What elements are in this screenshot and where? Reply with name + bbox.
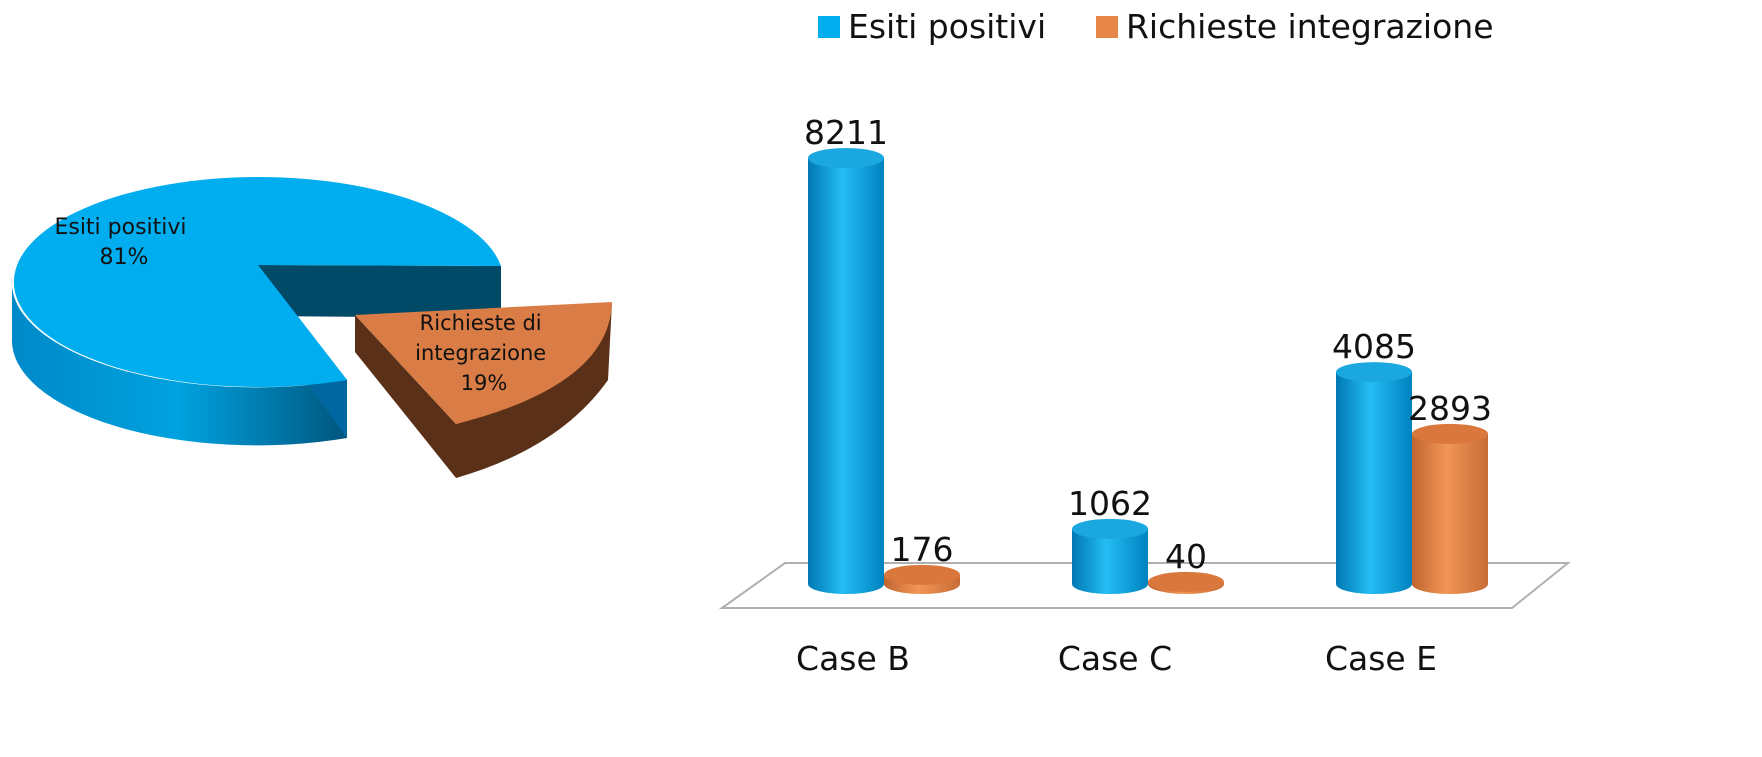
bar-chart: Esiti positivi Richieste integrazione 82…: [718, 7, 1571, 678]
pie-slice-esiti-top: [13, 177, 501, 388]
legend: Esiti positivi Richieste integrazione: [818, 7, 1494, 46]
bar-esiti-positivi-case-b-body: [808, 158, 884, 594]
pie-slice-richieste-side: [355, 302, 612, 478]
pie-chart: Esiti positivi 81% Richieste di integraz…: [11, 177, 612, 478]
bar-esiti-positivi-case-c-body: [1072, 528, 1148, 594]
pie-slice-esiti-side: [11, 278, 348, 446]
bar-richieste-integrazione-case-b: [884, 564, 960, 594]
x-tick-case-e: Case E: [1325, 639, 1437, 678]
bar-richieste-integrazione-case-e: [1412, 423, 1488, 594]
data-label-richieste-integrazione-case-b: 176: [891, 530, 954, 569]
legend-label-richieste: Richieste integrazione: [1126, 7, 1494, 46]
bar-esiti-positivi-case-b-top: [808, 148, 884, 168]
legend-swatch-richieste: [1096, 16, 1118, 38]
bar-richieste-integrazione-case-b-top: [884, 564, 960, 585]
pie-label-richieste-line1: Richieste di: [420, 311, 542, 335]
bar-series-group: 8211 176 1062 40 4085 2893: [804, 113, 1492, 594]
bar-esiti-positivi-case-e: [1336, 362, 1412, 594]
data-label-richieste-integrazione-case-e: 2893: [1408, 389, 1492, 428]
bar-richieste-integrazione-case-c-top: [1148, 571, 1224, 592]
pie-label-esiti-value: 81%: [100, 245, 149, 270]
bar-esiti-positivi-case-e-body: [1336, 372, 1412, 594]
pie-slice-esiti-inner-wall: [258, 265, 501, 318]
bar-richieste-integrazione-case-e-body: [1412, 433, 1488, 594]
legend-swatch-esiti: [818, 16, 840, 38]
pie-label-richieste: Richieste di integrazione 19%: [415, 311, 553, 395]
bar-esiti-positivi-case-c-top: [1072, 518, 1148, 539]
data-label-richieste-integrazione-case-c: 40: [1165, 537, 1207, 576]
pie-slice-richieste-top: [355, 302, 612, 424]
bar-richieste-integrazione-case-c: [1148, 571, 1224, 594]
pie-label-esiti: Esiti positivi 81%: [54, 215, 193, 270]
x-tick-case-b: Case B: [796, 639, 910, 678]
bar-esiti-positivi-case-e-top: [1336, 362, 1412, 383]
pie-label-richieste-value: 19%: [461, 371, 508, 395]
legend-label-esiti: Esiti positivi: [848, 7, 1046, 46]
x-tick-case-c: Case C: [1058, 639, 1172, 678]
pie-label-richieste-line2: integrazione: [415, 341, 546, 365]
data-label-esiti-positivi-case-c: 1062: [1068, 484, 1152, 523]
bar-esiti-positivi-case-c: [1072, 518, 1148, 594]
bar-esiti-positivi-case-b: [808, 148, 884, 594]
bar-richieste-integrazione-case-e-top: [1412, 423, 1488, 444]
pie-label-esiti-name: Esiti positivi: [54, 215, 186, 240]
data-label-esiti-positivi-case-b: 8211: [804, 113, 888, 152]
data-label-esiti-positivi-case-e: 4085: [1332, 327, 1416, 366]
